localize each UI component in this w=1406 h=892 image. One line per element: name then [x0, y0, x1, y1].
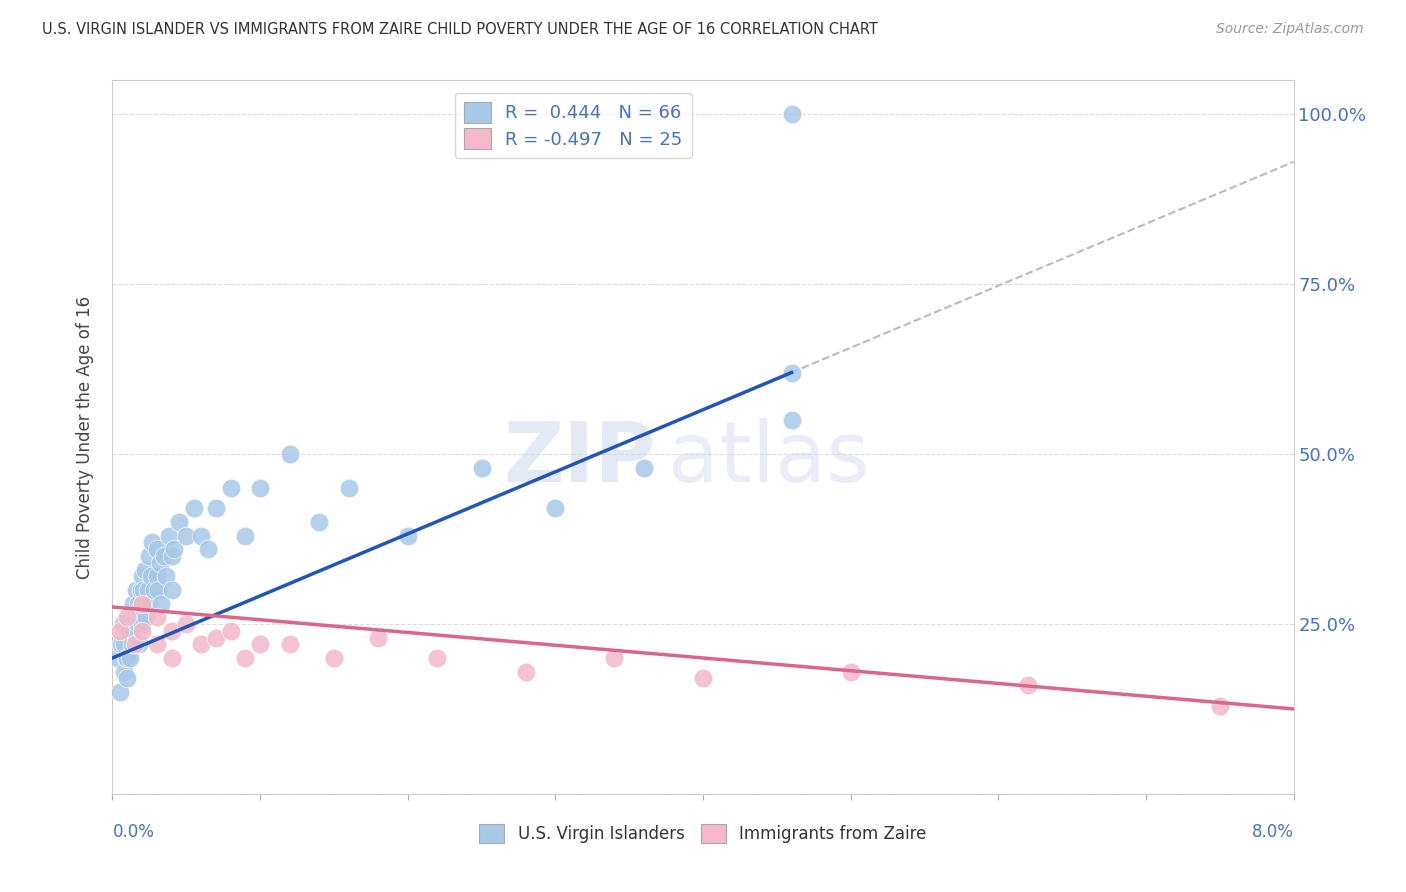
- Point: [233, 651, 256, 665]
- Point: [190, 637, 212, 651]
- Point: [163, 542, 186, 557]
- Point: [122, 624, 145, 638]
- Point: [132, 582, 155, 597]
- Point: [118, 624, 141, 638]
- Point: [135, 610, 157, 624]
- Point: [155, 569, 177, 583]
- Point: [174, 617, 197, 632]
- Point: [153, 549, 176, 563]
- Point: [131, 569, 153, 583]
- Point: [138, 549, 160, 563]
- Point: [603, 651, 626, 665]
- Point: [128, 637, 150, 651]
- Point: [160, 582, 183, 597]
- Point: [633, 460, 655, 475]
- Point: [157, 528, 180, 542]
- Point: [780, 413, 803, 427]
- Point: [117, 651, 138, 665]
- Point: [308, 515, 330, 529]
- Point: [111, 617, 134, 632]
- Point: [127, 597, 149, 611]
- Point: [120, 651, 142, 665]
- Point: [124, 637, 146, 651]
- Point: [149, 556, 172, 570]
- Point: [138, 597, 160, 611]
- Point: [160, 549, 183, 563]
- Point: [131, 624, 153, 638]
- Point: [367, 631, 389, 645]
- Point: [112, 637, 135, 651]
- Y-axis label: Child Poverty Under the Age of 16: Child Poverty Under the Age of 16: [76, 295, 94, 579]
- Point: [146, 610, 169, 624]
- Point: [124, 637, 146, 651]
- Point: [233, 528, 256, 542]
- Point: [780, 107, 803, 121]
- Text: 8.0%: 8.0%: [1251, 822, 1294, 840]
- Point: [127, 617, 149, 632]
- Point: [131, 617, 153, 632]
- Point: [134, 563, 156, 577]
- Point: [125, 582, 148, 597]
- Point: [780, 366, 803, 380]
- Point: [167, 515, 190, 529]
- Point: [117, 671, 138, 685]
- Point: [337, 481, 360, 495]
- Point: [122, 597, 145, 611]
- Point: [692, 671, 714, 685]
- Point: [278, 447, 301, 461]
- Point: [323, 651, 346, 665]
- Point: [426, 651, 449, 665]
- Point: [219, 624, 242, 638]
- Point: [121, 637, 143, 651]
- Point: [249, 637, 271, 651]
- Legend: U.S. Virgin Islanders, Immigrants from Zaire: U.S. Virgin Islanders, Immigrants from Z…: [472, 817, 934, 850]
- Point: [146, 637, 169, 651]
- Point: [112, 665, 135, 679]
- Point: [114, 651, 136, 665]
- Point: [139, 569, 162, 583]
- Point: [146, 569, 169, 583]
- Point: [142, 582, 165, 597]
- Point: [183, 501, 205, 516]
- Point: [160, 651, 183, 665]
- Text: atlas: atlas: [668, 418, 869, 499]
- Point: [148, 582, 170, 597]
- Point: [219, 481, 242, 495]
- Point: [1017, 678, 1039, 692]
- Text: ZIP: ZIP: [503, 418, 655, 499]
- Point: [134, 597, 156, 611]
- Point: [108, 624, 131, 638]
- Point: [124, 610, 146, 624]
- Point: [174, 528, 197, 542]
- Point: [205, 631, 228, 645]
- Point: [141, 535, 163, 549]
- Point: [278, 637, 301, 651]
- Text: Source: ZipAtlas.com: Source: ZipAtlas.com: [1216, 22, 1364, 37]
- Point: [544, 501, 567, 516]
- Point: [205, 501, 228, 516]
- Point: [131, 597, 153, 611]
- Point: [129, 582, 152, 597]
- Point: [1208, 698, 1232, 713]
- Point: [110, 637, 132, 651]
- Point: [160, 624, 183, 638]
- Point: [471, 460, 494, 475]
- Point: [108, 685, 131, 699]
- Point: [249, 481, 271, 495]
- Point: [197, 542, 219, 557]
- Text: 0.0%: 0.0%: [112, 822, 155, 840]
- Point: [515, 665, 537, 679]
- Point: [839, 665, 862, 679]
- Point: [396, 528, 419, 542]
- Point: [117, 610, 138, 624]
- Point: [131, 597, 153, 611]
- Point: [121, 610, 143, 624]
- Point: [146, 542, 169, 557]
- Point: [105, 651, 128, 665]
- Text: U.S. VIRGIN ISLANDER VS IMMIGRANTS FROM ZAIRE CHILD POVERTY UNDER THE AGE OF 16 : U.S. VIRGIN ISLANDER VS IMMIGRANTS FROM …: [42, 22, 879, 37]
- Point: [128, 603, 150, 617]
- Point: [190, 528, 212, 542]
- Point: [150, 597, 173, 611]
- Point: [136, 582, 159, 597]
